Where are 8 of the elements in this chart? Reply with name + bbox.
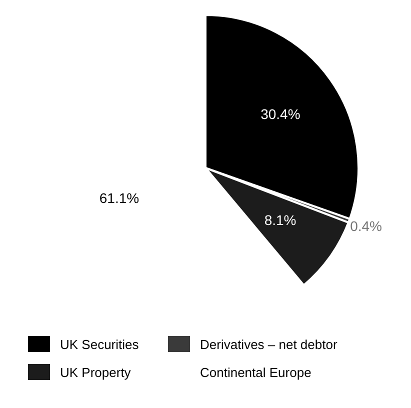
legend-label: UK Property <box>60 364 131 380</box>
data-label: 61.1% <box>99 190 140 206</box>
data-label: 30.4% <box>260 106 300 122</box>
data-label: 8.1% <box>264 212 296 228</box>
legend-label: Derivatives – net debtor <box>200 336 338 352</box>
data-label: 0.4% <box>350 218 382 234</box>
legend-label: UK Securities <box>60 336 139 352</box>
slice-label: Continental Europe <box>200 364 312 380</box>
